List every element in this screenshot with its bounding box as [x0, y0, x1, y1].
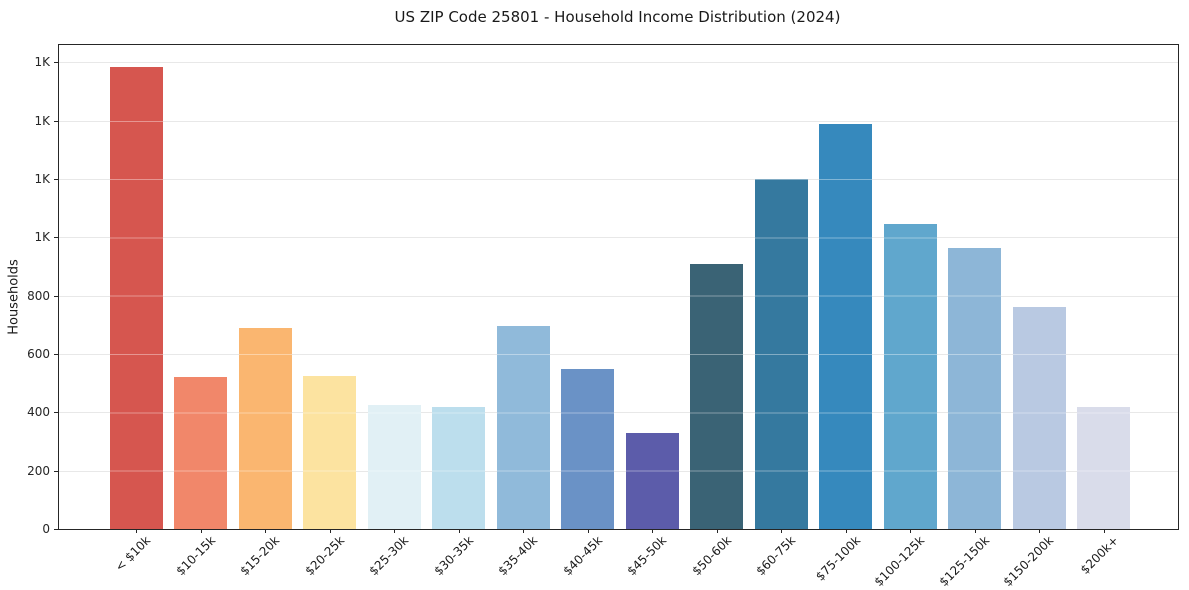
x-tick-label: < $10k: [112, 533, 154, 575]
bar-10k: [109, 66, 163, 529]
x-tick-mark: [265, 529, 266, 533]
x-tick-mark: [1039, 529, 1040, 533]
bar-10-15k: [174, 377, 227, 529]
y-tick-mark: [54, 295, 58, 297]
gridline: [59, 179, 1178, 181]
gridline: [59, 354, 1178, 356]
y-tick-label: 800: [27, 288, 50, 303]
bar-30-35k: [432, 406, 485, 529]
bar-60-75k: [754, 179, 808, 529]
plot-area: [58, 44, 1179, 530]
bar-25-30k: [367, 405, 421, 529]
y-tick-label: 0: [42, 522, 50, 536]
bar-40-45k: [561, 368, 614, 529]
y-tick-mark: [54, 179, 58, 181]
y-tick-mark: [54, 237, 58, 239]
y-tick-label: 600: [27, 347, 50, 362]
bar-50-60k: [690, 263, 743, 529]
x-tick-mark: [845, 529, 847, 533]
bar-20-25k: [303, 375, 356, 529]
x-tick-mark: [394, 529, 395, 533]
x-tick-mark: [587, 529, 589, 533]
y-tick-label: 1K: [34, 55, 50, 70]
x-tick-mark: [974, 529, 976, 533]
x-tick-mark: [458, 529, 460, 533]
y-tick-label: 1K: [34, 172, 50, 187]
x-tick-mark: [716, 529, 718, 533]
gridline: [59, 412, 1178, 414]
x-tick-mark: [136, 529, 137, 533]
x-tick-mark: [652, 529, 653, 533]
bar-45-50k: [625, 432, 679, 529]
x-tick-mark: [781, 529, 782, 533]
x-tick-mark: [329, 529, 331, 533]
gridline: [59, 295, 1178, 297]
chart-title: US ZIP Code 25801 - Household Income Dis…: [394, 8, 841, 26]
x-tick-mark: [523, 529, 524, 533]
gridline: [59, 470, 1178, 472]
y-tick-mark: [54, 120, 58, 122]
bar-35-40k: [496, 326, 550, 529]
bar-150-200k: [1012, 307, 1066, 529]
y-tick-mark: [54, 470, 58, 472]
gridline: [59, 120, 1178, 122]
y-tick-label: 1K: [34, 113, 50, 128]
y-tick-mark: [54, 354, 58, 356]
y-tick-label: 400: [27, 405, 50, 420]
x-tick-mark: [200, 529, 202, 533]
x-tick-mark: [1103, 529, 1105, 533]
bar-100-125k: [883, 224, 937, 529]
y-tick-label: 200: [27, 463, 50, 478]
y-tick-label: 1K: [34, 230, 50, 245]
x-tick-mark: [910, 529, 911, 533]
y-tick-mark: [54, 412, 58, 414]
gridline: [59, 237, 1178, 239]
bar-75-100k: [819, 123, 872, 529]
bar-125-150k: [948, 247, 1001, 529]
y-tick-mark: [54, 62, 58, 64]
bar-200k: [1077, 406, 1130, 529]
y-tick-mark: [54, 529, 58, 530]
gridline: [59, 62, 1178, 64]
bar-15-20k: [238, 327, 292, 529]
